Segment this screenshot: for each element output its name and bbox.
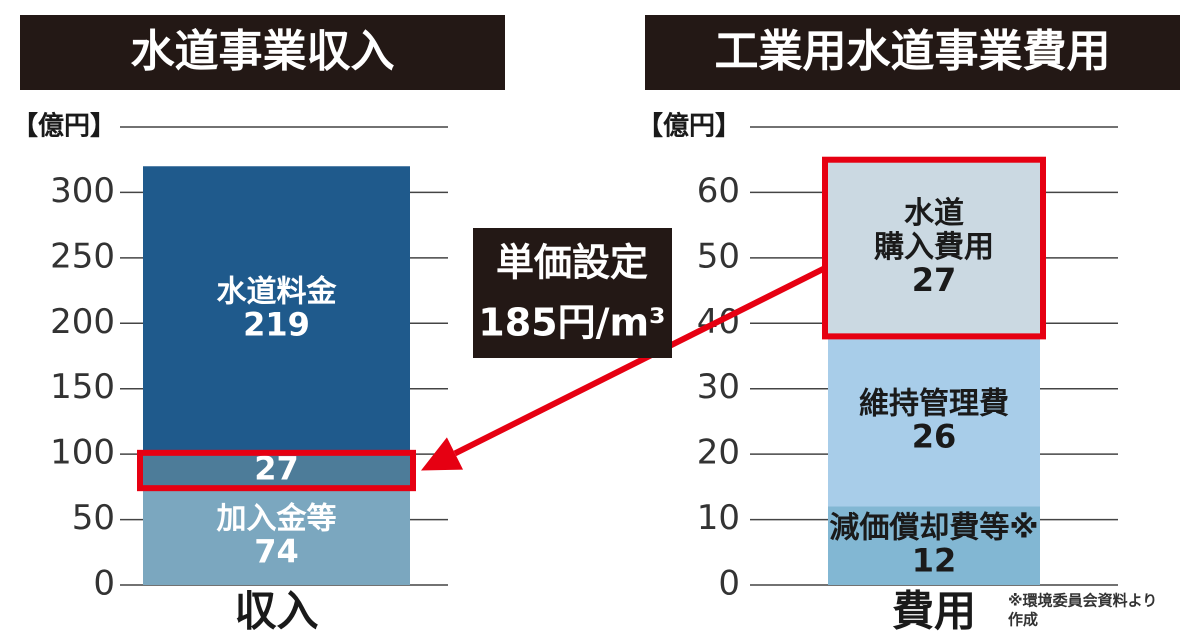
segment-name-line: 維持管理費 <box>859 386 1009 421</box>
chart-title: 工業用水道事業費用 <box>715 26 1111 77</box>
value-label: 74 <box>254 533 299 571</box>
y-tick-label: 30 <box>697 367 740 407</box>
segment-name-line: 水道 <box>904 196 964 231</box>
value-label: 219 <box>243 306 310 344</box>
y-tick-label: 250 <box>50 236 115 276</box>
value-label: 12 <box>912 542 957 580</box>
segment-name-line: 水道料金 <box>217 274 338 309</box>
y-tick-label: 200 <box>50 302 115 342</box>
segment-name: 水道料金 <box>217 274 338 309</box>
segment-name-line: 減価償却費等※ <box>829 510 1038 545</box>
y-tick-label: 20 <box>697 433 740 473</box>
segment-name: 減価償却費等※ <box>829 510 1038 545</box>
bar-segment <box>143 166 410 453</box>
x-tick-label: 収入 <box>234 587 318 636</box>
source-note-line: 作成 <box>1008 610 1038 628</box>
bar-segment <box>828 159 1040 337</box>
bar-segment <box>143 488 410 585</box>
segment-name: 維持管理費 <box>859 386 1009 421</box>
highlight-box <box>137 449 416 492</box>
bar-segment <box>828 336 1040 507</box>
chart-title: 水道事業収入 <box>131 26 395 77</box>
y-tick-label: 60 <box>697 171 740 211</box>
segment-name: 水道購入費用 <box>874 196 994 265</box>
y-tick-label: 0 <box>718 564 740 604</box>
segment-name-line: 購入費用 <box>874 230 994 265</box>
annotation-text: 185円/m³ <box>478 301 665 345</box>
y-tick-label: 300 <box>50 171 115 211</box>
bar-segment <box>828 506 1040 585</box>
y-tick-label: 50 <box>697 236 740 276</box>
value-label: 27 <box>912 261 957 299</box>
y-tick-label: 150 <box>50 367 115 407</box>
bar-segment <box>143 452 410 489</box>
source-note: ※環境委員会資料より作成 <box>1008 591 1157 628</box>
y-tick-label: 10 <box>697 498 740 538</box>
title-box <box>645 15 1180 90</box>
segment-name-line: 加入金等 <box>217 501 337 536</box>
title-box <box>20 15 505 90</box>
y-tick-label: 50 <box>72 498 115 538</box>
annotation-box <box>473 228 672 358</box>
arrow-head <box>421 437 464 471</box>
annotation-text: 単価設定 <box>496 241 648 285</box>
y-axis-label: 【億円】 <box>12 112 116 142</box>
value-label: 26 <box>912 417 957 455</box>
y-axis-label: 【億円】 <box>637 112 741 142</box>
y-tick-label: 100 <box>50 433 115 473</box>
source-note-line: ※環境委員会資料より <box>1008 591 1157 609</box>
highlight-box <box>822 156 1046 340</box>
x-tick-label: 費用 <box>892 587 976 636</box>
arrow-shaft <box>453 265 827 457</box>
y-tick-label: 0 <box>93 564 115 604</box>
segment-name: 加入金等 <box>217 501 337 536</box>
